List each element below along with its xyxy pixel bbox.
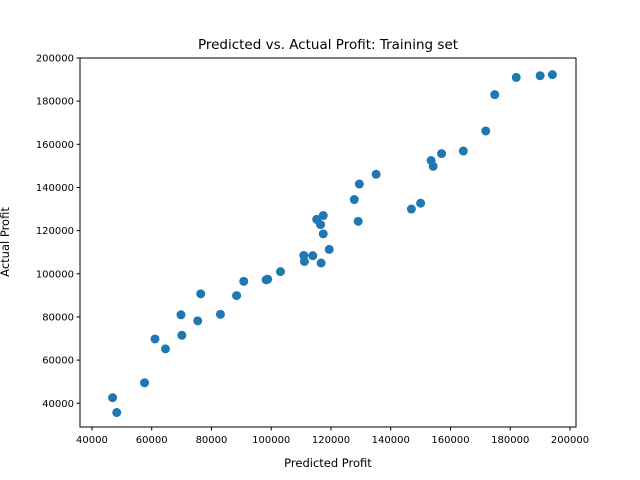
data-point [458,146,468,156]
x-tick-label: 40000 [76,435,108,446]
data-point [108,393,118,403]
data-point [371,169,381,179]
y-tick-label: 40000 [42,399,74,410]
data-point [261,275,271,285]
data-point [308,251,318,261]
y-tick-label: 160000 [36,140,74,151]
data-point [406,204,416,214]
data-point [299,256,309,266]
x-tick-label: 60000 [136,435,168,446]
data-point [349,195,359,205]
data-point [481,126,491,136]
data-point [316,258,326,268]
x-tick-label: 120000 [312,435,350,446]
x-tick-label: 80000 [196,435,228,446]
data-point [428,161,438,171]
data-point [193,316,203,326]
data-point [437,149,447,159]
data-point [354,179,364,189]
data-point [416,198,426,208]
x-tick-label: 140000 [372,435,410,446]
data-point [535,71,545,81]
data-point [196,289,206,299]
x-tick-label: 160000 [431,435,469,446]
y-tick-label: 180000 [36,97,74,108]
y-tick-label: 140000 [36,183,74,194]
x-tick-label: 100000 [252,435,290,446]
data-point [353,216,363,226]
data-point [160,344,170,354]
y-axis-label: Actual Profit [0,207,12,277]
x-tick-label: 200000 [551,435,589,446]
data-point [150,334,160,344]
y-tick-label: 80000 [42,312,74,323]
data-point [176,310,186,320]
y-tick-label: 100000 [36,269,74,280]
chart-title: Predicted vs. Actual Profit: Training se… [198,37,458,53]
x-axis-label: Predicted Profit [284,456,372,470]
plot-area-frame [79,57,577,428]
data-point [232,291,242,301]
data-point [239,276,249,286]
ticks-layer: 40000 60000 80000 100000 120000 140000 160000 1… [36,54,589,447]
data-point [490,90,500,100]
data-point [547,70,557,80]
x-tick-label: 180000 [491,435,529,446]
y-tick-label: 200000 [36,54,74,65]
points-layer [108,70,557,418]
data-point [316,220,326,230]
data-point [177,330,187,340]
y-tick-label: 60000 [42,356,74,367]
data-point [511,72,521,82]
data-point [318,229,328,239]
data-point [275,267,285,277]
data-point [140,378,150,388]
data-point [112,408,122,418]
data-point [318,211,328,221]
data-point [215,309,225,319]
y-tick-label: 120000 [36,226,74,237]
data-point [324,244,334,254]
